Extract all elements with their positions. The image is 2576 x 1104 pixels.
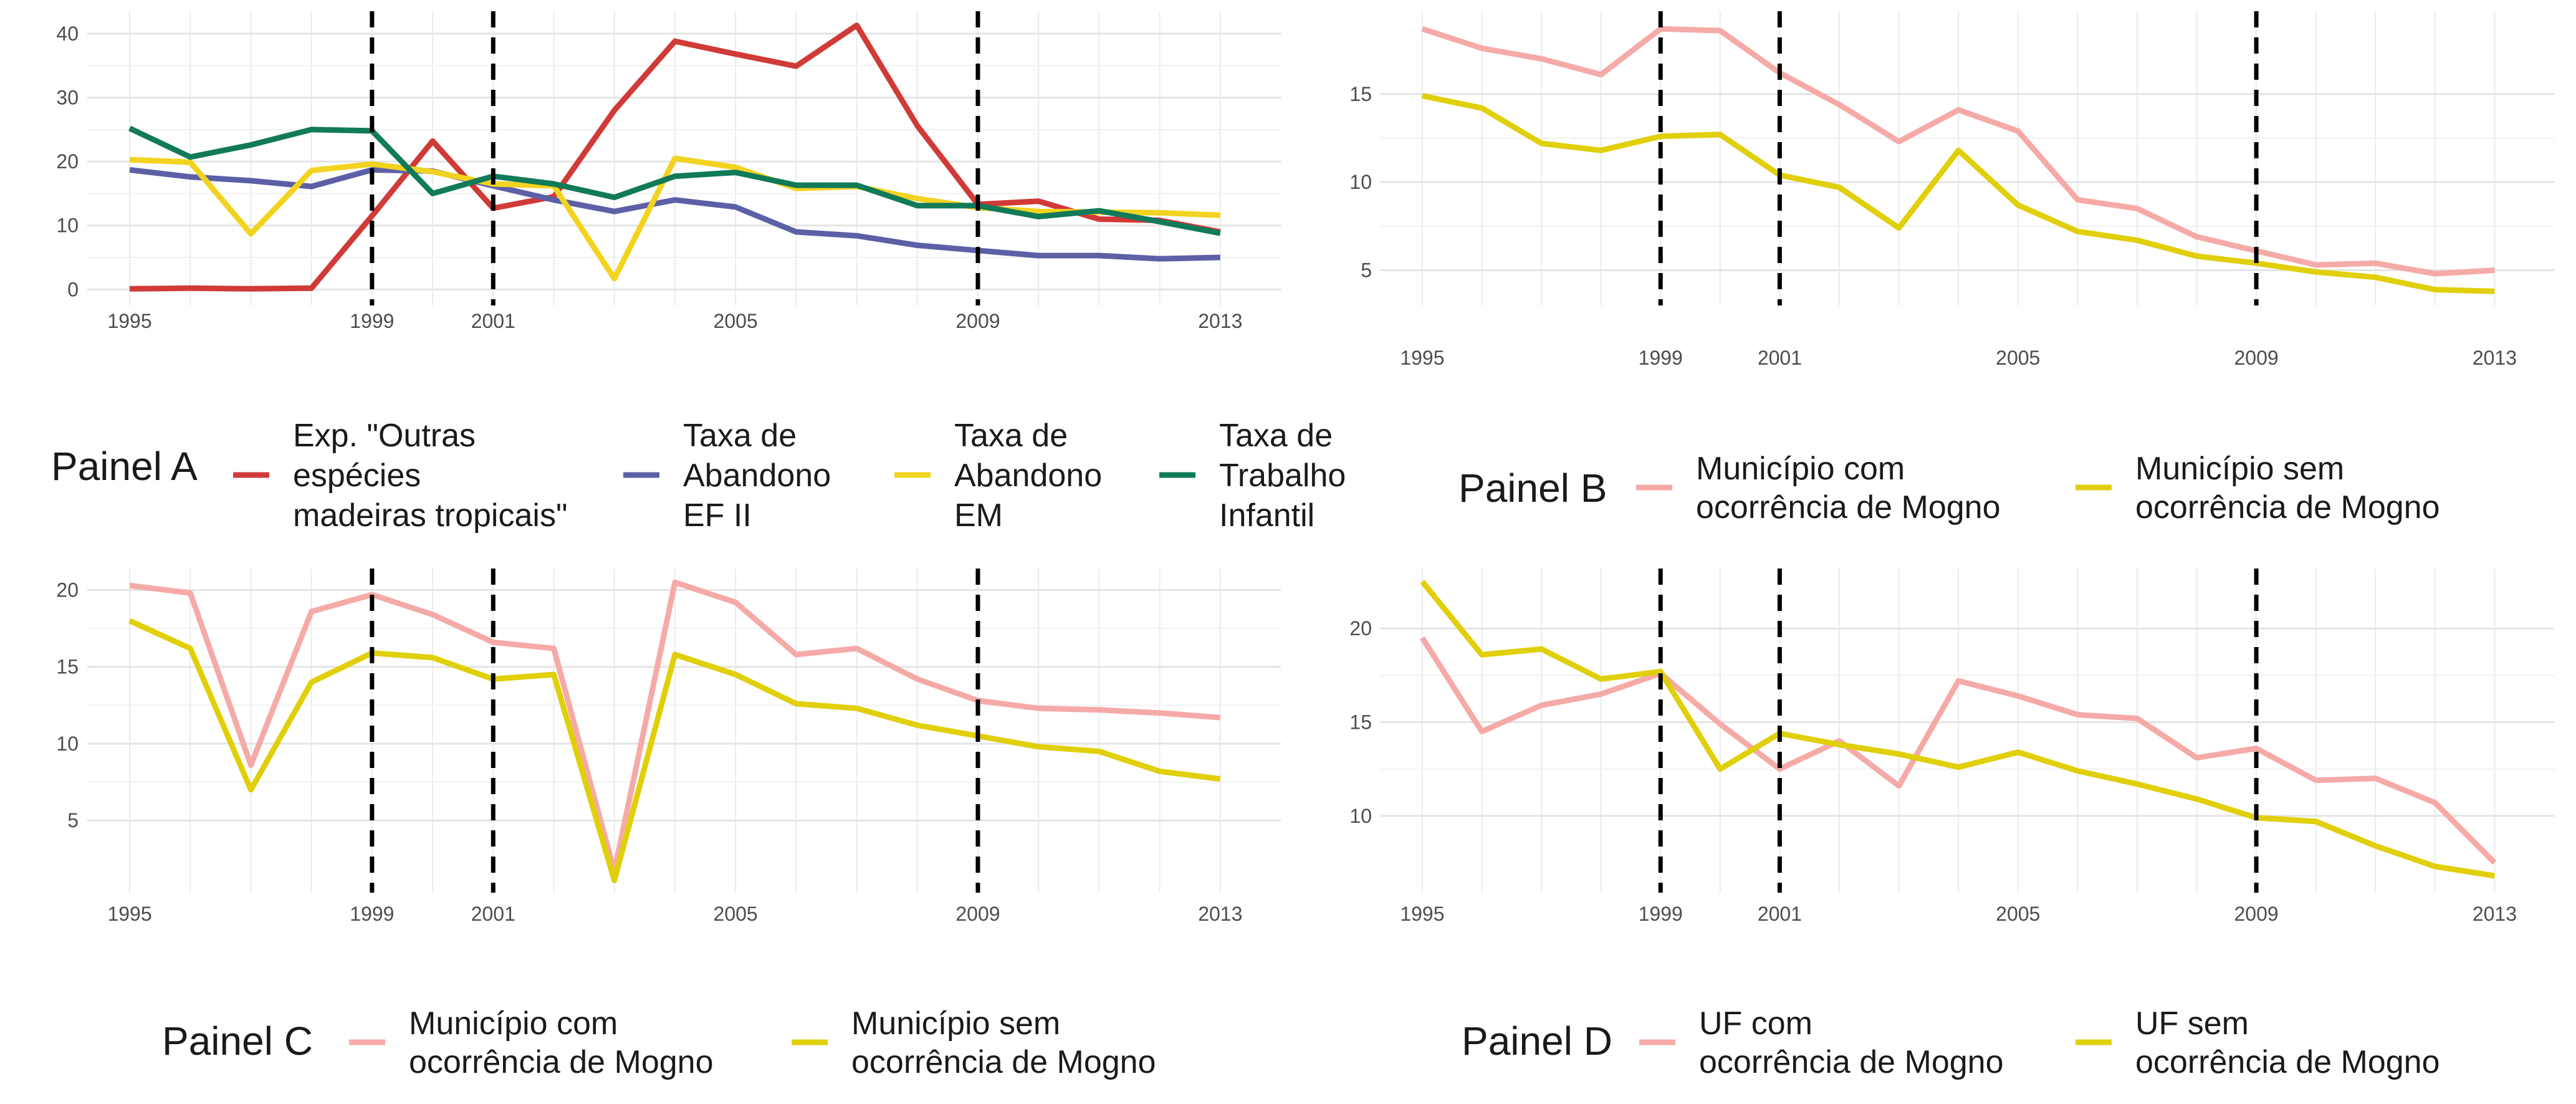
- x-tick-label: 2013: [1198, 310, 1242, 332]
- x-tick-label: 2005: [1996, 347, 2040, 369]
- x-tick-label: 2001: [1758, 903, 1802, 925]
- legend-label: Taxa de: [1219, 418, 1333, 454]
- x-tick-label: 1995: [107, 310, 151, 332]
- legend-label: EM: [954, 497, 1003, 534]
- x-tick-label: 2009: [2234, 347, 2278, 369]
- legend-title: Painel D: [1462, 1019, 1612, 1063]
- legend-label: Infantil: [1219, 497, 1314, 534]
- series-line-1: [129, 579, 1221, 874]
- legend-label: UF sem: [2135, 1006, 2249, 1042]
- x-tick-label: 2013: [2473, 347, 2517, 369]
- series-line-2: [1420, 580, 2496, 879]
- y-tick-label: 20: [56, 150, 79, 173]
- y-tick-label: 5: [1361, 259, 1372, 281]
- x-tick-label: 1999: [1639, 347, 1683, 369]
- x-tick-label: 1999: [1639, 903, 1683, 925]
- series-line-2: [128, 618, 1221, 883]
- series-line-3: [129, 155, 1220, 282]
- series-line-1: [129, 22, 1221, 292]
- y-tick-label: 10: [1349, 171, 1372, 193]
- legend-label: Trabalho: [1219, 458, 1346, 494]
- legend-label: Taxa de: [683, 418, 797, 454]
- y-tick-label: 0: [67, 278, 79, 300]
- legend-label: ocorrência de Mogno: [2135, 489, 2440, 526]
- legend-label: Exp. "Outras: [293, 418, 476, 454]
- legend-label: Abandono: [954, 458, 1102, 494]
- x-tick-label: 2009: [2234, 903, 2278, 925]
- panel-b: 5 10 15 1995 1999 2001 2005 2009 2013 Painel B Mun…: [1349, 11, 2554, 526]
- y-tick-label: 40: [56, 22, 79, 45]
- series-line-1: [1421, 26, 2495, 277]
- legend-title: Painel C: [162, 1019, 313, 1063]
- x-tick-label: 2001: [471, 903, 515, 925]
- legend-label: Município sem: [851, 1006, 1060, 1042]
- x-tick-label: 2009: [955, 310, 1000, 332]
- y-tick-label: 15: [1349, 711, 1372, 733]
- legend-label: UF com: [1699, 1006, 1812, 1042]
- y-tick-label: 5: [67, 809, 79, 832]
- legend-label: Taxa de: [954, 418, 1068, 454]
- y-tick-label: 10: [1349, 805, 1372, 827]
- panel-c: 5 10 15 20 1995 1999 2001 2005 2009 2013 Painel C M…: [56, 569, 1281, 1080]
- series-line-4: [128, 125, 1221, 236]
- series-line-2: [129, 167, 1220, 262]
- legend-label: ocorrência de Mogno: [1696, 489, 2001, 526]
- series-line-1: [1420, 636, 2497, 865]
- x-tick-label: 2001: [471, 310, 515, 332]
- legend-label: ocorrência de Mogno: [409, 1044, 714, 1080]
- x-tick-label: 2001: [1758, 347, 1802, 369]
- x-tick-label: 2013: [2473, 903, 2517, 925]
- x-tick-label: 2013: [1198, 903, 1242, 925]
- x-tick-label: 2005: [1996, 903, 2040, 925]
- legend-label: Abandono: [683, 458, 831, 494]
- x-tick-label: 1999: [350, 310, 394, 332]
- grid: [1381, 569, 2554, 893]
- x-tick-label: 1999: [350, 903, 394, 925]
- panel-d: 10 15 20 1995 1999 2001 2005 2009 2013 Painel D UF…: [1349, 569, 2554, 1080]
- legend-title: Painel B: [1458, 466, 1607, 511]
- x-tick-label: 2005: [714, 903, 758, 925]
- x-tick-label: 1995: [1400, 903, 1444, 925]
- y-tick-label: 30: [56, 87, 79, 109]
- legend-title: Painel A: [51, 444, 198, 489]
- x-tick-label: 2009: [955, 903, 1000, 925]
- legend-label: madeiras tropicais": [293, 497, 567, 534]
- legend-label: Município sem: [2135, 451, 2344, 487]
- legend-label: ocorrência de Mogno: [2135, 1044, 2440, 1080]
- y-tick-label: 15: [1349, 83, 1372, 105]
- y-tick-label: 20: [56, 579, 79, 602]
- legend-label: espécies: [293, 458, 421, 494]
- series-line-2: [1421, 93, 2495, 294]
- legend-label: ocorrência de Mogno: [851, 1044, 1156, 1080]
- y-tick-label: 15: [56, 656, 79, 678]
- legend-label: ocorrência de Mogno: [1699, 1044, 2004, 1080]
- y-tick-label: 20: [1349, 617, 1372, 640]
- x-tick-label: 1995: [107, 903, 151, 925]
- x-tick-label: 1995: [1400, 347, 1444, 369]
- legend-label: Município com: [1696, 451, 1905, 487]
- legend-label: EF II: [683, 497, 752, 534]
- legend-label: Município com: [409, 1006, 618, 1042]
- panel-a: 0 10 20 30 40 1995 1999 2001 2005 2009 2013 Painel …: [51, 11, 1346, 534]
- y-tick-label: 10: [56, 214, 79, 237]
- y-tick-label: 10: [56, 732, 79, 755]
- x-tick-label: 2005: [714, 310, 758, 332]
